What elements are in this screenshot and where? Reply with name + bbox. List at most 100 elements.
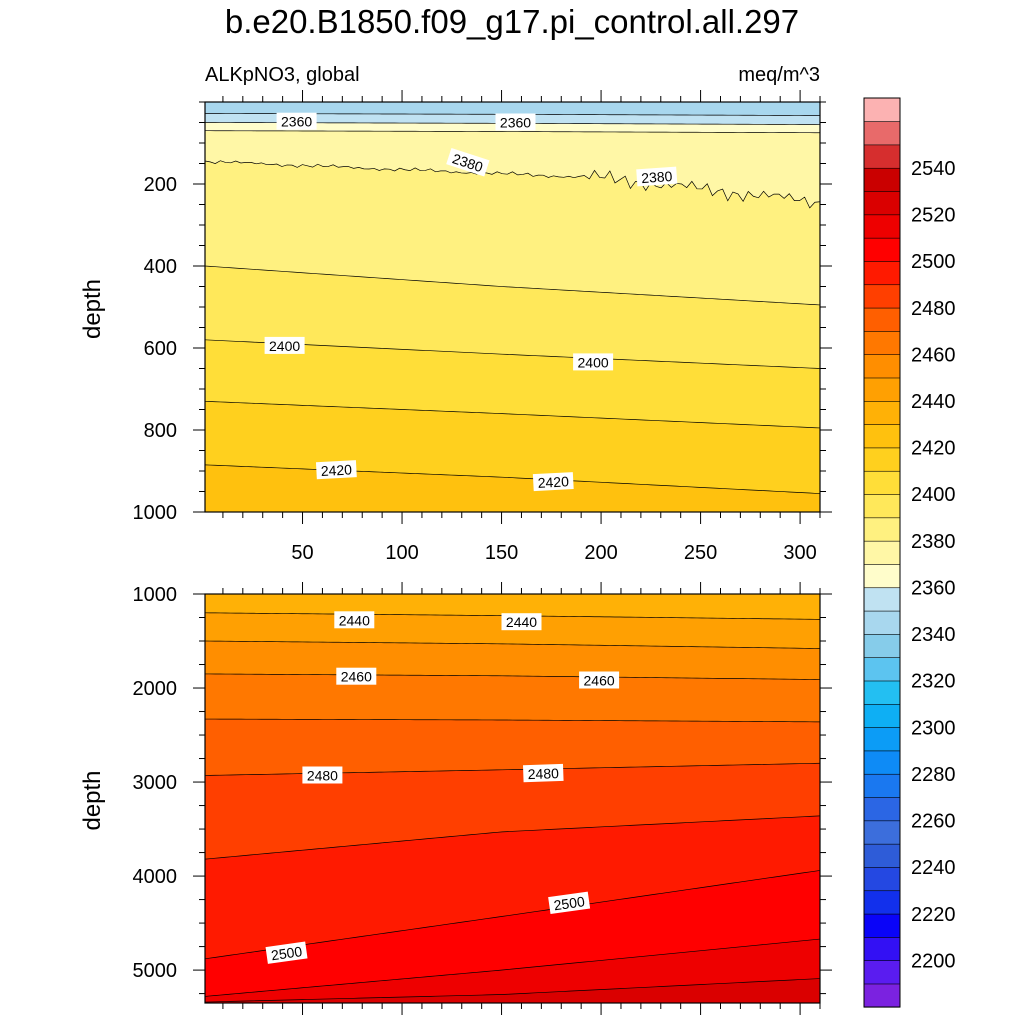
colorbar-box [863, 866, 901, 892]
colorbar-box [863, 214, 901, 239]
contour-label: 2500 [265, 941, 308, 964]
contour-label-text: 2400 [578, 354, 609, 370]
colorbar-box [863, 237, 901, 262]
colorbar-box [863, 587, 901, 612]
upper-depth-panel: 2360 2360238023802400240024202420depth200… [79, 90, 832, 564]
contour-label-text: 2420 [320, 461, 352, 479]
colorbar-label: 2520 [911, 205, 956, 227]
y-tick-label: 1000 [133, 584, 178, 606]
contour-band [205, 978, 820, 1003]
colorbar-label: 2340 [911, 624, 956, 646]
y-tick-label: 400 [144, 256, 177, 278]
contour-line [205, 870, 820, 960]
contour-label-text: 2460 [584, 673, 615, 689]
colorbar-label: 2420 [911, 438, 956, 460]
contour-label-text: 2500 [553, 893, 586, 913]
colorbar-box [863, 167, 901, 192]
colorbar-box [863, 843, 901, 868]
contour-label-text: 2500 [270, 943, 303, 963]
contour-label: 2460 [336, 667, 377, 685]
colorbar-box [863, 517, 901, 542]
contour-line [205, 978, 820, 1003]
contour-label: 2460 [579, 671, 620, 689]
contour-line [205, 400, 820, 429]
contour-label: 2500 [548, 891, 591, 915]
contour-line [205, 160, 820, 209]
colorbar-box [863, 400, 901, 425]
colorbar-box [863, 773, 901, 798]
colorbar-box [863, 727, 901, 752]
contour-line [205, 339, 820, 369]
colorbar-box [863, 97, 901, 122]
colorbar-label: 2500 [911, 251, 956, 273]
colorbar-label: 2380 [911, 531, 956, 553]
colorbar-label: 2400 [911, 484, 956, 506]
colorbar-box [863, 260, 901, 286]
contour-label: 2420 [532, 472, 574, 492]
contour-label-text: 2440 [339, 612, 370, 628]
colorbar-box [863, 657, 901, 682]
colorbar-box [863, 913, 901, 938]
x-tick-label: 250 [684, 542, 717, 564]
units-subtitle: meq/m^3 [738, 64, 820, 86]
contour-line [205, 938, 820, 997]
colorbar-box [863, 796, 901, 822]
contour-label: 2400 [264, 336, 305, 354]
colorbar-label: 2200 [911, 950, 956, 972]
colorbar-box [863, 121, 901, 146]
plot-frame [204, 593, 821, 1004]
colorbar-label: 2280 [911, 764, 956, 786]
colorbar-box [863, 680, 901, 705]
contour-label-text: 2400 [269, 338, 300, 354]
colorbar-box [863, 983, 901, 1008]
y-tick-label: 2000 [133, 678, 178, 700]
y-tick-label: 3000 [133, 772, 178, 794]
contour-label: 2360 [276, 112, 317, 130]
contour-label: 2480 [302, 766, 343, 784]
colorbar-box [863, 190, 901, 216]
colorbar-box [863, 890, 901, 915]
colorbar-label: 2240 [911, 857, 956, 879]
colorbar-label: 2460 [911, 344, 956, 366]
contour-label: 2380 [636, 166, 678, 187]
chart-title: b.e20.B1850.f09_g17.pi_control.all.297 [225, 3, 799, 40]
colorbar-label: 2220 [911, 904, 956, 926]
contour-label: 2440 [501, 613, 542, 631]
colorbar-box [863, 377, 901, 402]
colorbar-box [863, 820, 901, 845]
contour-label: 2360 [495, 113, 536, 131]
colorbar-box [863, 936, 901, 961]
colorbar-box [863, 703, 901, 728]
contour-line [205, 265, 820, 306]
lower-depth-panel: 2440 2440 2460 2460 2480 2480 2500 2500 depth 100… [79, 582, 832, 1015]
contour-label: 2420 [315, 460, 357, 480]
contour-label-text: 2440 [506, 614, 537, 630]
colorbar-label: 2320 [911, 671, 956, 693]
colorbar-box [863, 424, 901, 449]
x-tick-label: 200 [584, 542, 617, 564]
contour-line [205, 130, 820, 134]
contour-band [205, 464, 820, 512]
contour-line [205, 640, 820, 649]
contour-line [205, 464, 820, 494]
colorbar-box [863, 610, 901, 635]
contour-label-text: 2480 [527, 765, 559, 782]
colorbar-box [863, 307, 901, 332]
colorbar-box [863, 563, 901, 589]
colorbar-box [863, 633, 901, 658]
colorbar-box [863, 284, 901, 309]
colorbar-box [863, 354, 901, 379]
contour-line [205, 815, 820, 860]
x-tick-label: 150 [485, 542, 518, 564]
x-tick-label: 50 [291, 542, 313, 564]
contour-label-text: 2460 [341, 669, 372, 685]
contour-label-text: 2480 [307, 768, 338, 784]
colorbar-box [863, 750, 901, 775]
contour-label-text: 2360 [281, 114, 312, 130]
x-tick-label: 300 [783, 542, 816, 564]
colorbar-box [863, 447, 901, 472]
contour-line [205, 718, 820, 723]
contour-label: 2480 [522, 763, 564, 783]
colorbar-box [863, 493, 901, 519]
